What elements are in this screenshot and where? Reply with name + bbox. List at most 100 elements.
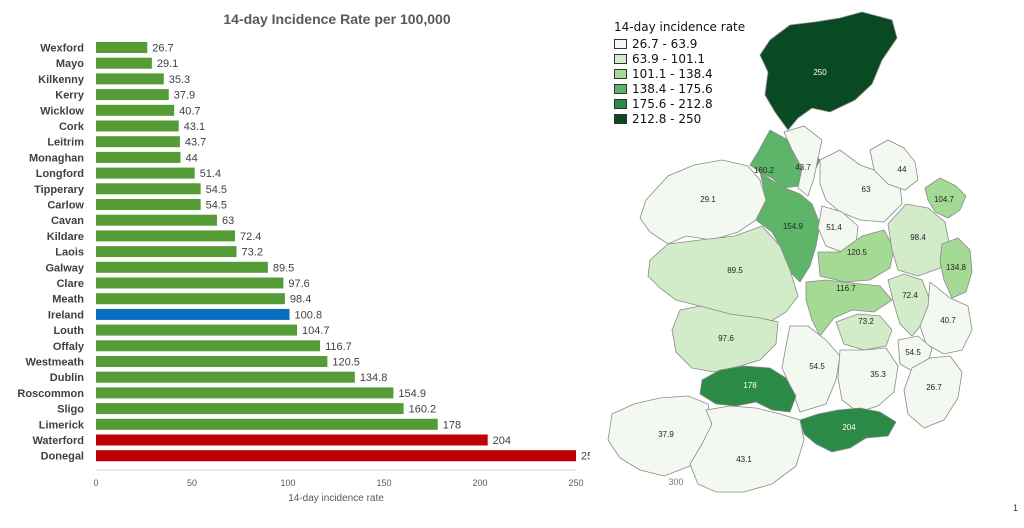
county-value-label: 54.5 <box>905 348 921 357</box>
county-value-label: 44 <box>898 165 907 174</box>
county-dublin <box>939 237 973 299</box>
county-galway <box>647 225 799 323</box>
county-value-label: 43.1 <box>736 455 752 464</box>
legend-swatch <box>614 38 627 49</box>
county-offaly <box>805 279 893 337</box>
legend-label: 175.6 - 212.8 <box>632 96 713 111</box>
county-value-label: 98.4 <box>910 233 926 242</box>
data-label: 97.6 <box>288 278 309 290</box>
data-label: 73.2 <box>242 247 263 259</box>
category-label: Sligo <box>57 404 84 416</box>
ireland-choropleth-map: 250 160.2 43.7 63 44 104.7 29.1 154.9 51.4 120.5 9… <box>607 11 973 493</box>
county-kilkenny <box>837 347 899 413</box>
data-label: 35.3 <box>169 74 190 86</box>
category-label: Limerick <box>39 419 85 431</box>
bar-meath <box>96 293 285 305</box>
county-value-label: 134.8 <box>946 263 967 272</box>
category-label: Laois <box>55 247 84 259</box>
data-label: 43.1 <box>184 121 205 133</box>
legend-entry: 26.7 - 63.9 <box>614 36 745 51</box>
category-label: Leitrim <box>47 137 84 149</box>
county-wicklow <box>919 281 973 355</box>
category-label: Westmeath <box>26 357 85 369</box>
bar-galway <box>96 261 268 273</box>
county-value-label: 120.5 <box>847 248 868 257</box>
map-legend: 14-day incidence rate 26.7 - 63.9 63.9 - … <box>614 20 745 126</box>
bar-louth <box>96 324 298 336</box>
data-label: 250 <box>581 451 590 463</box>
county-value-label: 104.7 <box>934 195 955 204</box>
category-label: Wicklow <box>40 105 84 117</box>
legend-swatch <box>614 83 627 94</box>
legend-entries: 26.7 - 63.9 63.9 - 101.1 101.1 - 138.4 138.… <box>614 36 745 126</box>
category-label: Roscommon <box>17 388 84 400</box>
county-value-label: 73.2 <box>858 317 874 326</box>
county-tipperary <box>781 325 841 413</box>
category-label: Waterford <box>32 435 84 447</box>
data-label: 51.4 <box>200 168 221 180</box>
bar-monaghan <box>96 151 181 163</box>
bar-westmeath <box>96 356 328 367</box>
county-louth <box>924 177 967 219</box>
x-tick-label: 50 <box>187 478 197 488</box>
category-label: Kilkenny <box>38 74 85 86</box>
x-tick-label: 0 <box>93 478 98 488</box>
legend-title: 14-day incidence rate <box>614 20 746 34</box>
county-value-label: 63 <box>862 185 871 194</box>
county-value-label: 116.7 <box>836 284 856 293</box>
category-label: Galway <box>45 262 84 274</box>
bar-waterford <box>96 434 488 446</box>
category-label: Longford <box>36 168 84 180</box>
county-value-label: 89.5 <box>727 266 743 275</box>
data-label: 54.5 <box>206 184 227 196</box>
x-tick-label: 100 <box>280 478 295 488</box>
county-value-label: 54.5 <box>809 362 825 371</box>
bar-sligo <box>96 403 404 415</box>
legend-swatch <box>614 68 627 79</box>
county-laois <box>835 313 893 351</box>
legend-label: 138.4 - 175.6 <box>632 81 713 96</box>
bar-kildare <box>96 230 236 242</box>
county-value-label: 26.7 <box>926 383 942 392</box>
bar-leitrim <box>96 136 180 148</box>
bar-kerry <box>96 89 169 101</box>
data-label: 43.7 <box>185 137 206 149</box>
x-tick-label: 150 <box>376 478 391 488</box>
county-cork <box>689 405 805 493</box>
county-value-label: 160.2 <box>754 166 775 175</box>
county-value-label: 72.4 <box>902 291 918 300</box>
x-tick-label: 250 <box>568 478 583 488</box>
data-label: 44 <box>185 152 197 164</box>
county-value-label: 37.9 <box>658 430 674 439</box>
data-label: 89.5 <box>273 262 294 274</box>
data-label: 54.5 <box>206 200 227 212</box>
data-label: 204 <box>493 435 511 447</box>
category-label: Louth <box>53 325 84 337</box>
legend-swatch <box>614 113 627 124</box>
legend-label: 101.1 - 138.4 <box>632 66 713 81</box>
legend-entry: 101.1 - 138.4 <box>614 66 745 81</box>
data-label: 37.9 <box>174 90 195 102</box>
legend-entry: 212.8 - 250 <box>614 111 745 126</box>
county-value-label: 250 <box>813 68 827 77</box>
bar-laois <box>96 246 237 258</box>
bar-tipperary <box>96 183 201 195</box>
county-wexford <box>903 355 963 429</box>
data-label: 29.1 <box>157 58 178 70</box>
bar-cork <box>96 120 179 132</box>
category-label: Offaly <box>53 341 85 353</box>
data-label: 178 <box>443 419 461 431</box>
bars-layer: Wexford 26.7 Mayo 29.1 Kilkenny 35.3 Kerry 37.9… <box>17 42 590 463</box>
bar-clare <box>96 277 284 289</box>
data-label: 40.7 <box>179 105 200 117</box>
bar-cavan <box>96 214 217 226</box>
county-leitrim <box>783 125 823 197</box>
bar-dublin <box>96 371 355 383</box>
legend-entry: 63.9 - 101.1 <box>614 51 745 66</box>
bar-offaly <box>96 340 321 352</box>
county-value-label: 43.7 <box>795 163 811 172</box>
county-value-label: 178 <box>743 381 757 390</box>
county-value-label: 154.9 <box>783 222 804 231</box>
county-monaghan <box>869 139 919 191</box>
category-label: Ireland <box>48 309 84 321</box>
